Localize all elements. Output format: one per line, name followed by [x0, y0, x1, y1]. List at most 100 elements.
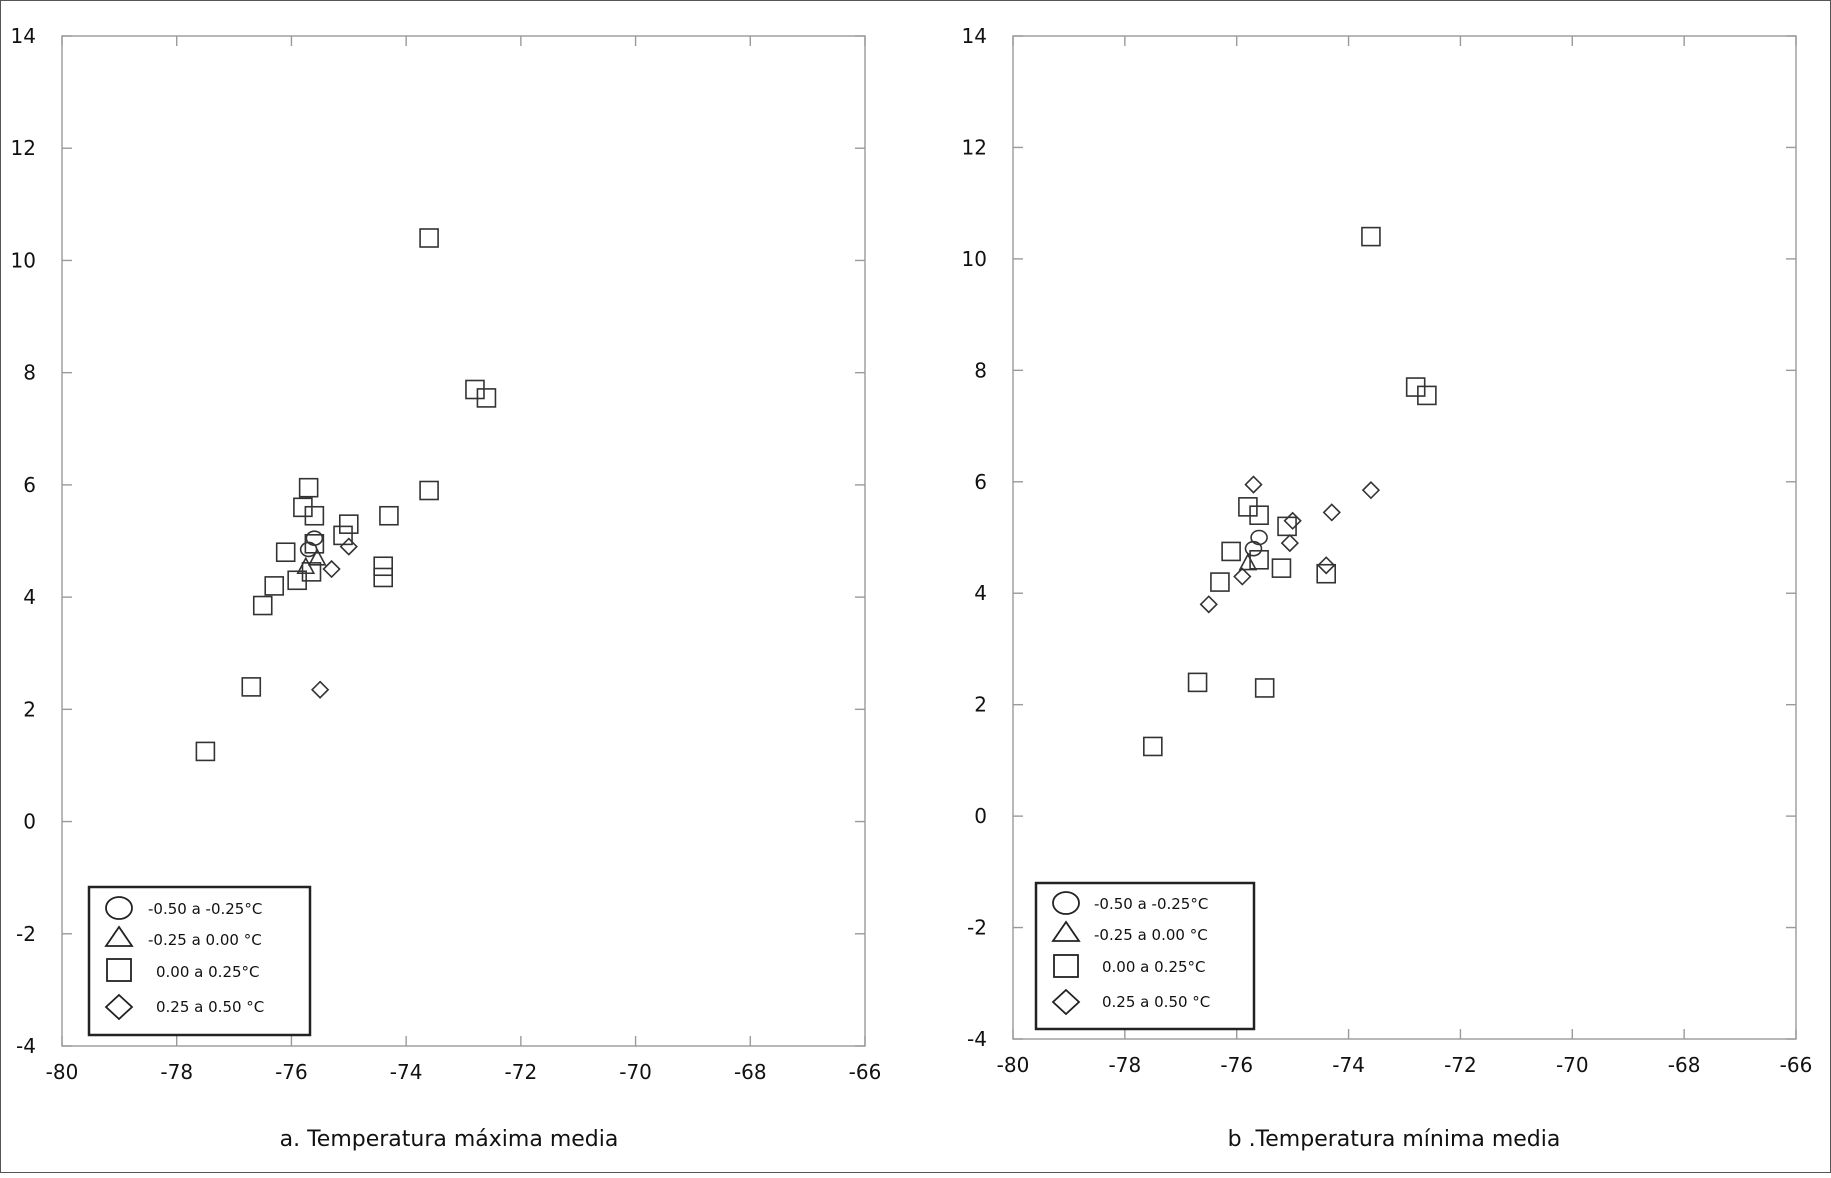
- station-marker-diamond: [1361, 481, 1381, 500]
- legend-square-icon: [106, 958, 132, 982]
- station-marker-square: [1271, 558, 1292, 578]
- panel-b-legend-label-1: -0.25 a 0.00 °C: [1094, 926, 1208, 944]
- station-marker-diamond: [1199, 595, 1218, 614]
- y-tick-label: 10: [962, 247, 987, 271]
- station-marker-diamond: [1233, 567, 1252, 586]
- station-marker-diamond: [1283, 511, 1302, 530]
- station-marker-square: [241, 677, 262, 697]
- panel-b-legend-label-2: 0.00 a 0.25°C: [1102, 958, 1206, 976]
- x-tick-label: -76: [1220, 1053, 1253, 1077]
- panel-b-legend-label-3: 0.25 a 0.50 °C: [1102, 993, 1210, 1011]
- y-tick-label: 4: [974, 581, 987, 605]
- panel-a-legend-label-0: -0.50 a -0.25°C: [148, 900, 262, 918]
- x-tick-label: -70: [1556, 1053, 1589, 1077]
- legend-triangle-icon: [104, 925, 134, 947]
- panel-b-plot-area: [1012, 35, 1797, 1040]
- y-tick-label: 6: [974, 470, 987, 494]
- station-marker-square: [1187, 672, 1208, 693]
- y-tick-label: 6: [23, 473, 36, 497]
- y-tick-label: 12: [962, 135, 987, 159]
- station-marker-diamond: [1244, 475, 1263, 494]
- x-tick-label: -70: [619, 1060, 652, 1084]
- x-tick-label: -80: [46, 1060, 79, 1084]
- y-tick-label: -4: [16, 1034, 36, 1058]
- panel-a-caption: a. Temperatura máxima media: [280, 1127, 619, 1152]
- station-marker-square: [304, 534, 325, 554]
- panel-b-markers: [1143, 226, 1437, 757]
- x-tick-label: -72: [505, 1060, 538, 1084]
- legend-circle-icon: [105, 896, 133, 920]
- y-tick-label: 8: [974, 358, 987, 382]
- panel-a-axis-ticks: -80 -78 -76 -74 -72 -70 -68 -66 14 12 10 8 6 4 2 0 -2 -4: [11, 24, 882, 1084]
- y-tick-label: 2: [23, 697, 36, 721]
- x-tick-label: -66: [849, 1060, 882, 1084]
- station-marker-diamond: [339, 537, 358, 556]
- station-marker-square: [1221, 541, 1241, 562]
- x-tick-label: -74: [390, 1060, 423, 1084]
- panel-a-legend-box: [87, 885, 312, 1037]
- station-marker-square: [373, 567, 394, 588]
- station-marker-square: [1210, 572, 1230, 592]
- station-marker-square: [1249, 549, 1269, 570]
- station-marker-square: [264, 576, 285, 596]
- station-marker-square: [1277, 516, 1297, 537]
- y-tick-label: 14: [11, 24, 36, 48]
- station-marker-square: [301, 562, 322, 582]
- station-marker-diamond: [322, 559, 341, 579]
- station-marker-square: [252, 595, 273, 616]
- x-tick-label: -72: [1444, 1053, 1477, 1077]
- y-tick-label: 0: [974, 804, 987, 828]
- station-marker-square: [379, 505, 399, 526]
- y-tick-label: 14: [962, 24, 987, 48]
- station-marker-square: [1254, 678, 1275, 698]
- y-tick-label: -2: [967, 916, 987, 940]
- station-marker-diamond: [1317, 556, 1336, 575]
- panel-a-legend-label-2: 0.00 a 0.25°C: [156, 963, 260, 981]
- panel-a-legend: -0.50 a -0.25°C -0.25 a 0.00 °C 0.00 a 0…: [87, 885, 312, 1037]
- y-tick-label: 12: [11, 136, 36, 160]
- station-marker-diamond: [1322, 503, 1341, 522]
- x-tick-label: -76: [275, 1060, 308, 1084]
- y-tick-label: -4: [967, 1027, 987, 1051]
- legend-square-icon: [1053, 954, 1079, 978]
- panel-b-caption: b .Temperatura mínima media: [1228, 1127, 1561, 1152]
- x-tick-label: -68: [734, 1060, 767, 1084]
- station-marker-square: [195, 741, 216, 762]
- station-marker-circle: [1244, 540, 1263, 557]
- station-marker-triangle: [307, 548, 327, 566]
- panel-b-legend-box: [1034, 881, 1256, 1031]
- y-tick-label: 8: [23, 361, 36, 385]
- station-marker-diamond: [310, 680, 330, 699]
- station-marker-square: [476, 388, 497, 408]
- panel-a-legend-label-1: -0.25 a 0.00 °C: [148, 931, 262, 949]
- x-tick-label: -78: [1109, 1053, 1142, 1077]
- station-marker-square: [1361, 226, 1381, 247]
- panel-b: -80 -78 -76 -74 -72 -70 -68 -6614121086420-2-4 …: [962, 24, 1813, 1152]
- y-tick-label: 0: [23, 810, 36, 834]
- station-marker-square: [304, 505, 325, 526]
- y-tick-label: 10: [11, 248, 36, 272]
- x-tick-label: -74: [1332, 1053, 1365, 1077]
- legend-circle-icon: [1052, 891, 1080, 915]
- panel-a-plot-area: [61, 35, 866, 1047]
- station-marker-square: [1316, 563, 1336, 584]
- station-marker-square: [419, 480, 439, 501]
- legend-diamond-icon: [1051, 988, 1081, 1016]
- x-tick-label: -80: [997, 1053, 1030, 1077]
- y-tick-label: -2: [16, 922, 36, 946]
- legend-triangle-icon: [1051, 920, 1081, 942]
- station-marker-square: [298, 477, 319, 498]
- panel-a-markers: [195, 228, 497, 762]
- x-tick-label: -78: [160, 1060, 193, 1084]
- station-marker-square: [1417, 385, 1437, 406]
- y-tick-label: 2: [974, 693, 987, 717]
- station-marker-square: [1249, 505, 1269, 526]
- station-marker-square: [275, 542, 296, 563]
- station-marker-square: [419, 228, 439, 248]
- station-marker-triangle: [1238, 552, 1258, 571]
- x-tick-label: -68: [1668, 1053, 1701, 1077]
- station-marker-square: [338, 514, 359, 534]
- panel-b-legend-label-0: -0.50 a -0.25°C: [1094, 895, 1208, 913]
